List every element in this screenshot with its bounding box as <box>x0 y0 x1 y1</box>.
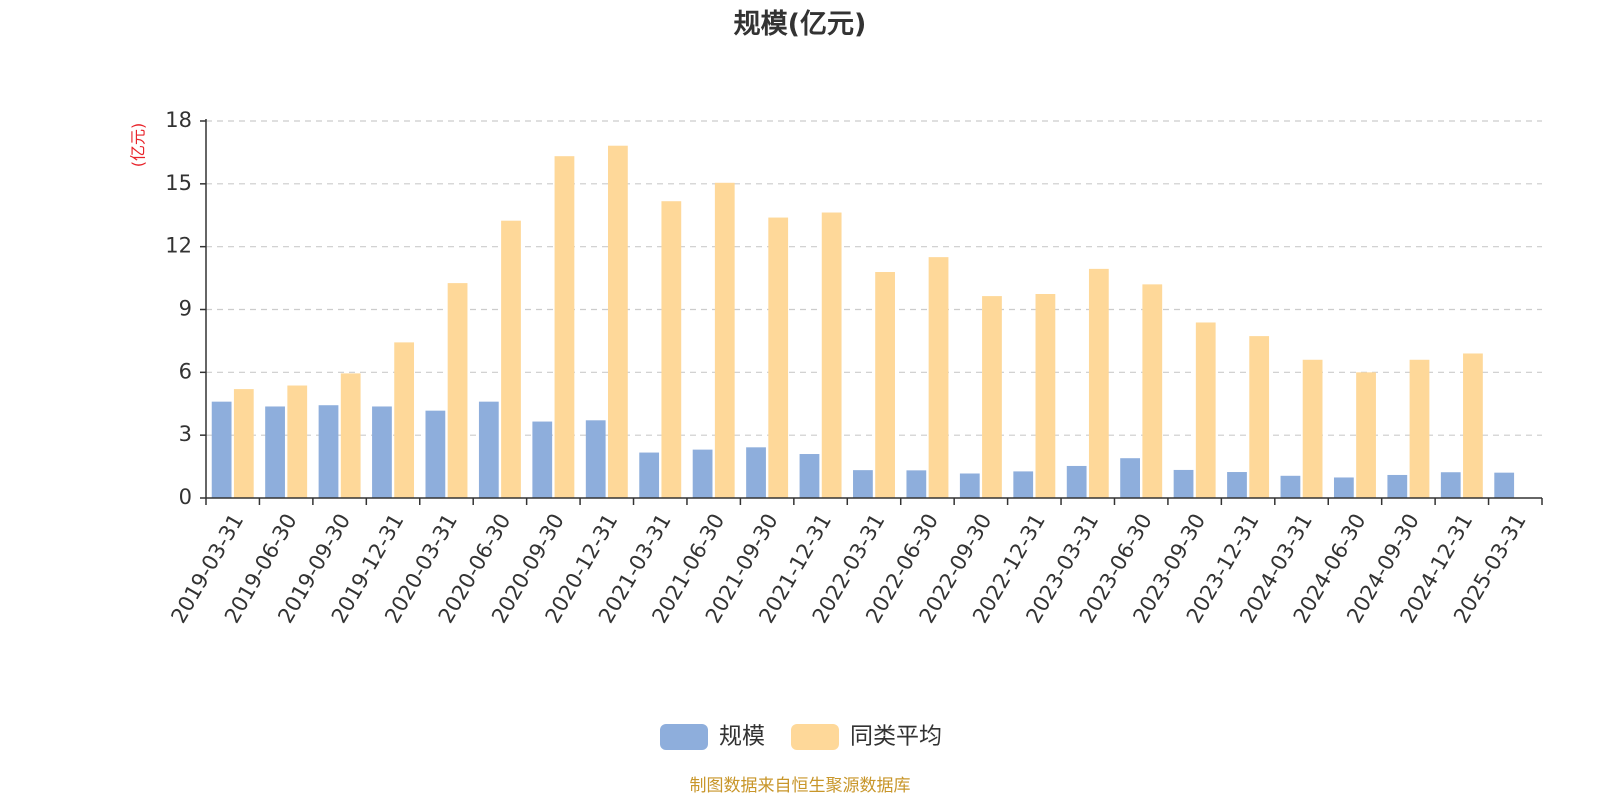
bar-规模-2021-12-31 <box>799 454 820 498</box>
bar-同类平均-2020-03-31 <box>447 283 468 498</box>
bar-规模-2021-06-30 <box>692 449 713 498</box>
bar-同类平均-2024-06-30 <box>1356 372 1376 498</box>
y-tick-label-4: 12 <box>165 234 192 258</box>
bar-规模-2019-03-31 <box>211 401 232 498</box>
y-axis-label: (亿元) <box>129 123 148 168</box>
bar-规模-2024-06-30 <box>1333 477 1354 498</box>
bars <box>211 145 1515 499</box>
bar-同类平均-2024-12-31 <box>1463 353 1483 498</box>
bar-同类平均-2019-03-31 <box>233 389 254 498</box>
legend-swatch-0 <box>660 724 708 750</box>
bar-同类平均-2021-06-30 <box>714 182 735 498</box>
legend: 规模 同类平均 <box>660 724 942 750</box>
bar-规模-2020-03-31 <box>425 410 446 498</box>
bar-规模-2023-06-30 <box>1120 458 1140 498</box>
bar-规模-2022-06-30 <box>906 470 927 498</box>
y-tick-label-5: 15 <box>165 171 192 195</box>
y-tick-label-0: 0 <box>179 485 192 509</box>
bar-规模-2020-12-31 <box>585 420 606 498</box>
bar-规模-2021-03-31 <box>639 452 660 498</box>
y-tick-label-3: 9 <box>179 297 192 321</box>
legend-swatch-1 <box>791 724 839 750</box>
bar-同类平均-2019-09-30 <box>340 373 361 498</box>
bar-同类平均-2023-09-30 <box>1195 322 1216 498</box>
bar-规模-2024-12-31 <box>1440 472 1461 498</box>
bar-规模-2020-09-30 <box>532 421 553 498</box>
bar-同类平均-2020-06-30 <box>501 220 521 498</box>
bar-规模-2019-06-30 <box>265 406 285 498</box>
bar-同类平均-2023-03-31 <box>1088 268 1109 498</box>
bar-规模-2019-09-30 <box>318 405 339 498</box>
chart-title: 规模(亿元) <box>734 9 867 40</box>
bar-同类平均-2021-12-31 <box>821 212 842 498</box>
bar-同类平均-2022-06-30 <box>928 257 949 498</box>
y-tick-label-2: 6 <box>179 359 192 383</box>
y-axis-ticks: 0 3 6 9 12 15 18 <box>165 108 206 509</box>
bar-同类平均-2024-03-31 <box>1302 359 1323 498</box>
bar-规模-2023-03-31 <box>1066 465 1087 498</box>
source-note: 制图数据来自恒生聚源数据库 <box>690 776 911 796</box>
bar-同类平均-2022-12-31 <box>1035 294 1056 498</box>
legend-label-0: 规模 <box>719 724 765 750</box>
bar-规模-2023-12-31 <box>1227 472 1247 498</box>
bar-规模-2024-09-30 <box>1387 474 1408 498</box>
bar-规模-2021-09-30 <box>746 447 766 498</box>
bar-同类平均-2020-12-31 <box>608 145 628 498</box>
bar-同类平均-2024-09-30 <box>1409 359 1430 498</box>
bar-规模-2022-09-30 <box>959 473 980 498</box>
axes <box>205 119 1542 499</box>
bar-规模-2022-03-31 <box>853 470 873 498</box>
bar-规模-2020-06-30 <box>478 401 499 498</box>
bar-规模-2024-03-31 <box>1280 475 1301 498</box>
bar-同类平均-2021-03-31 <box>661 201 682 498</box>
y-tick-label-1: 3 <box>179 422 192 446</box>
bar-同类平均-2022-09-30 <box>982 296 1002 498</box>
bar-同类平均-2019-06-30 <box>287 385 308 498</box>
bar-同类平均-2021-09-30 <box>768 217 789 498</box>
y-tick-label-6: 18 <box>165 108 192 132</box>
bar-规模-2022-12-31 <box>1013 471 1034 498</box>
bar-规模-2025-03-31 <box>1494 472 1515 498</box>
bar-同类平均-2020-09-30 <box>554 156 575 499</box>
bar-同类平均-2023-12-31 <box>1249 336 1270 498</box>
bar-同类平均-2022-03-31 <box>875 272 895 498</box>
bar-规模-2023-09-30 <box>1173 469 1194 498</box>
bar-同类平均-2023-06-30 <box>1142 284 1163 498</box>
x-axis-ticks: 2019-03-312019-06-302019-09-302019-12-31… <box>166 498 1543 627</box>
legend-label-1: 同类平均 <box>850 724 942 750</box>
bar-规模-2019-12-31 <box>372 406 392 498</box>
bar-同类平均-2019-12-31 <box>394 342 415 498</box>
